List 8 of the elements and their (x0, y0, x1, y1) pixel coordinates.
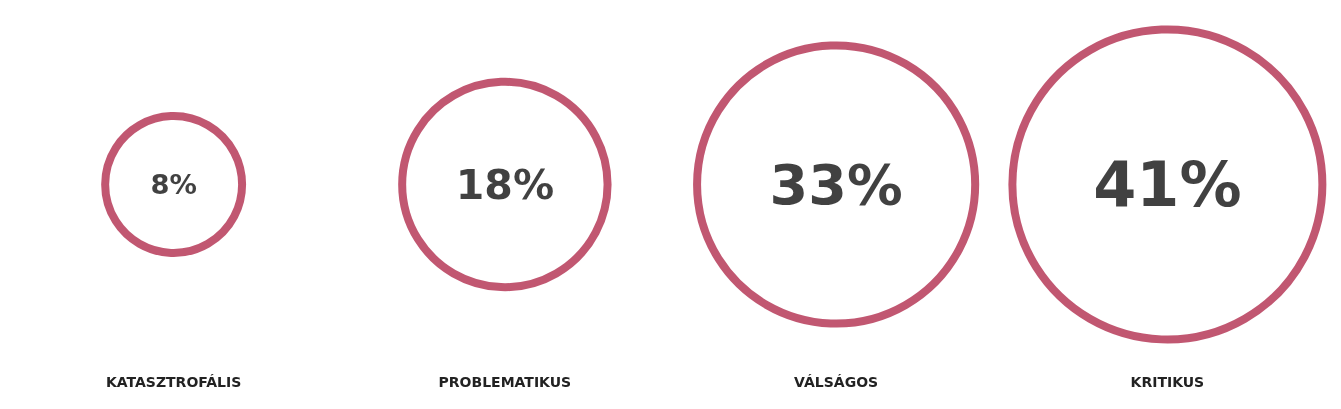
category-label: KATASZTROFÁLIS (105, 374, 242, 390)
category-label: KRITIKUS (1130, 374, 1205, 390)
data-label: 41% (1093, 148, 1242, 221)
data-label: 33% (769, 152, 903, 217)
category-label: PROBLEMATIKUS (438, 374, 572, 390)
data-label: 18% (455, 160, 555, 209)
data-label: 8% (150, 169, 197, 200)
category-label: VÁLSÁGOS (794, 374, 879, 390)
